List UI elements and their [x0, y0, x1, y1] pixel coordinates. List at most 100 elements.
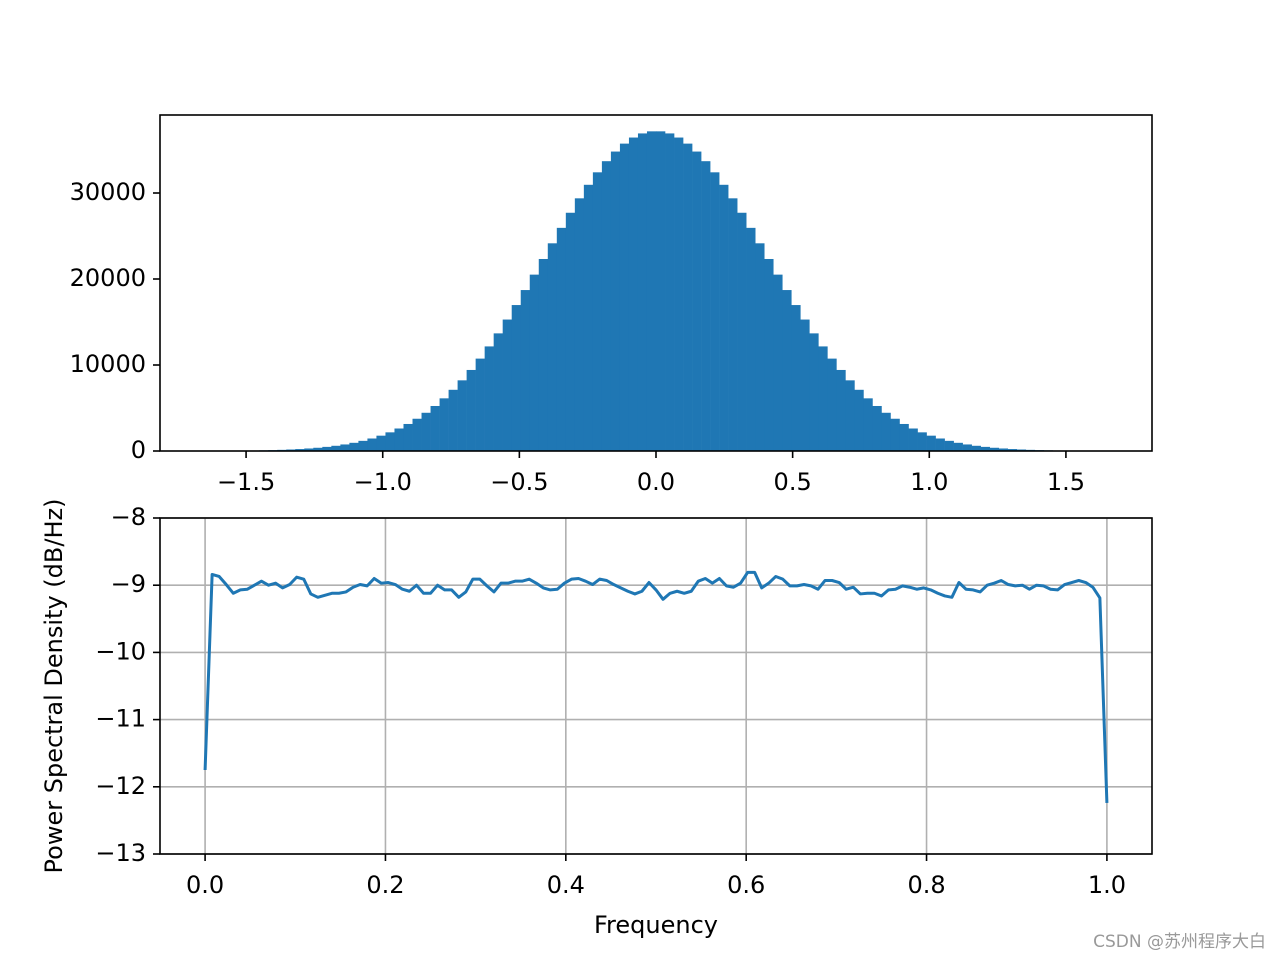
- bar: [881, 412, 891, 451]
- bar: [791, 305, 801, 451]
- bar: [439, 398, 449, 451]
- y-tick-label: −11: [95, 705, 146, 733]
- bar: [502, 319, 513, 451]
- bar: [872, 405, 882, 451]
- bar: [962, 444, 972, 451]
- bar: [773, 274, 783, 451]
- y-tick-label: −8: [111, 503, 146, 531]
- bar: [412, 418, 422, 451]
- axes: −1.5 −1.0 −0.5 0.0 0.5 1.0 1.5 0 10000 20000 30000: [70, 114, 1153, 496]
- bar: [890, 418, 900, 451]
- bar: [637, 133, 648, 452]
- x-tick-label: 1.5: [1047, 468, 1085, 496]
- axes-frame: [159, 517, 1153, 855]
- bar: [619, 143, 630, 451]
- bar: [899, 423, 909, 451]
- bar: [358, 440, 368, 451]
- x-tick-label: 0.4: [547, 871, 585, 899]
- bar: [493, 333, 503, 451]
- bar: [646, 131, 657, 451]
- bar: [466, 369, 476, 451]
- bar: [728, 198, 738, 451]
- axes: 0.0 0.2 0.4 0.6 0.8 1.0 −13 −12 −11 −10 −9 −8 Freque…: [40, 499, 1153, 939]
- x-tick-label: 0.2: [366, 871, 404, 899]
- x-tick-label: 0.0: [186, 871, 224, 899]
- bar: [782, 290, 792, 451]
- y-tick-label: 20000: [70, 264, 146, 292]
- bar: [926, 435, 936, 451]
- bar: [656, 131, 666, 451]
- bar: [665, 133, 675, 452]
- bar: [989, 447, 999, 451]
- bar: [683, 143, 693, 451]
- bar: [998, 448, 1009, 451]
- bar: [628, 137, 639, 451]
- bar: [800, 319, 810, 451]
- bar: [376, 435, 386, 451]
- bar: [827, 358, 837, 451]
- bar: [944, 440, 954, 451]
- bar: [340, 444, 350, 451]
- x-tick-label: 0.5: [774, 468, 812, 496]
- bar: [349, 442, 359, 451]
- bar: [592, 172, 603, 451]
- bar: [1007, 449, 1018, 451]
- bar: [845, 380, 855, 451]
- x-tick-label: −1.0: [354, 468, 412, 496]
- y-tick-label: −9: [111, 570, 146, 598]
- bar: [610, 151, 621, 451]
- bar: [601, 161, 612, 452]
- bar: [295, 449, 305, 451]
- bar: [394, 428, 404, 451]
- x-tick-label: 0.6: [727, 871, 765, 899]
- bar: [692, 151, 702, 451]
- bar: [457, 380, 467, 451]
- bar: [421, 412, 431, 451]
- y-tick-label: −13: [95, 839, 146, 867]
- bar: [701, 161, 711, 452]
- bar: [818, 346, 828, 451]
- bar: [511, 305, 522, 451]
- bar: [935, 438, 945, 451]
- bar: [556, 227, 567, 451]
- line: [203, 570, 1109, 803]
- bar: [809, 333, 819, 451]
- bar: [538, 258, 549, 451]
- bar: [836, 369, 846, 451]
- bar: [475, 358, 485, 451]
- bar: [755, 243, 765, 451]
- y-tick-label: −12: [95, 772, 146, 800]
- bar: [980, 446, 990, 451]
- y-tick-label: 10000: [70, 350, 146, 378]
- x-tick-label: −0.5: [490, 468, 548, 496]
- bar: [367, 438, 377, 451]
- bar: [854, 389, 864, 451]
- y-tick-label: 30000: [70, 178, 146, 206]
- bar: [403, 423, 413, 451]
- bar: [746, 227, 756, 451]
- bar: [385, 432, 395, 451]
- bar: [719, 184, 729, 451]
- bar: [322, 446, 332, 451]
- bar: [331, 445, 341, 451]
- bar: [484, 346, 494, 451]
- x-tick-label: 0.0: [637, 468, 675, 496]
- bar: [583, 184, 594, 451]
- y-axis-label: Power Spectral Density (dB/Hz): [40, 499, 68, 874]
- bar: [971, 445, 981, 451]
- watermark: CSDN @苏州程序大白: [1093, 932, 1266, 952]
- bar: [953, 442, 963, 451]
- bar: [430, 405, 440, 451]
- x-tick-label: 0.8: [907, 871, 945, 899]
- x-tick-label: 1.0: [1088, 871, 1126, 899]
- bar: [764, 258, 774, 451]
- x-tick-label: −1.5: [217, 468, 275, 496]
- x-tick-label: 1.0: [910, 468, 948, 496]
- bar: [917, 432, 927, 451]
- bar: [710, 172, 720, 451]
- y-tick-label: 0: [131, 436, 146, 464]
- bar: [908, 428, 918, 451]
- bar: [313, 447, 323, 451]
- bar: [863, 398, 873, 451]
